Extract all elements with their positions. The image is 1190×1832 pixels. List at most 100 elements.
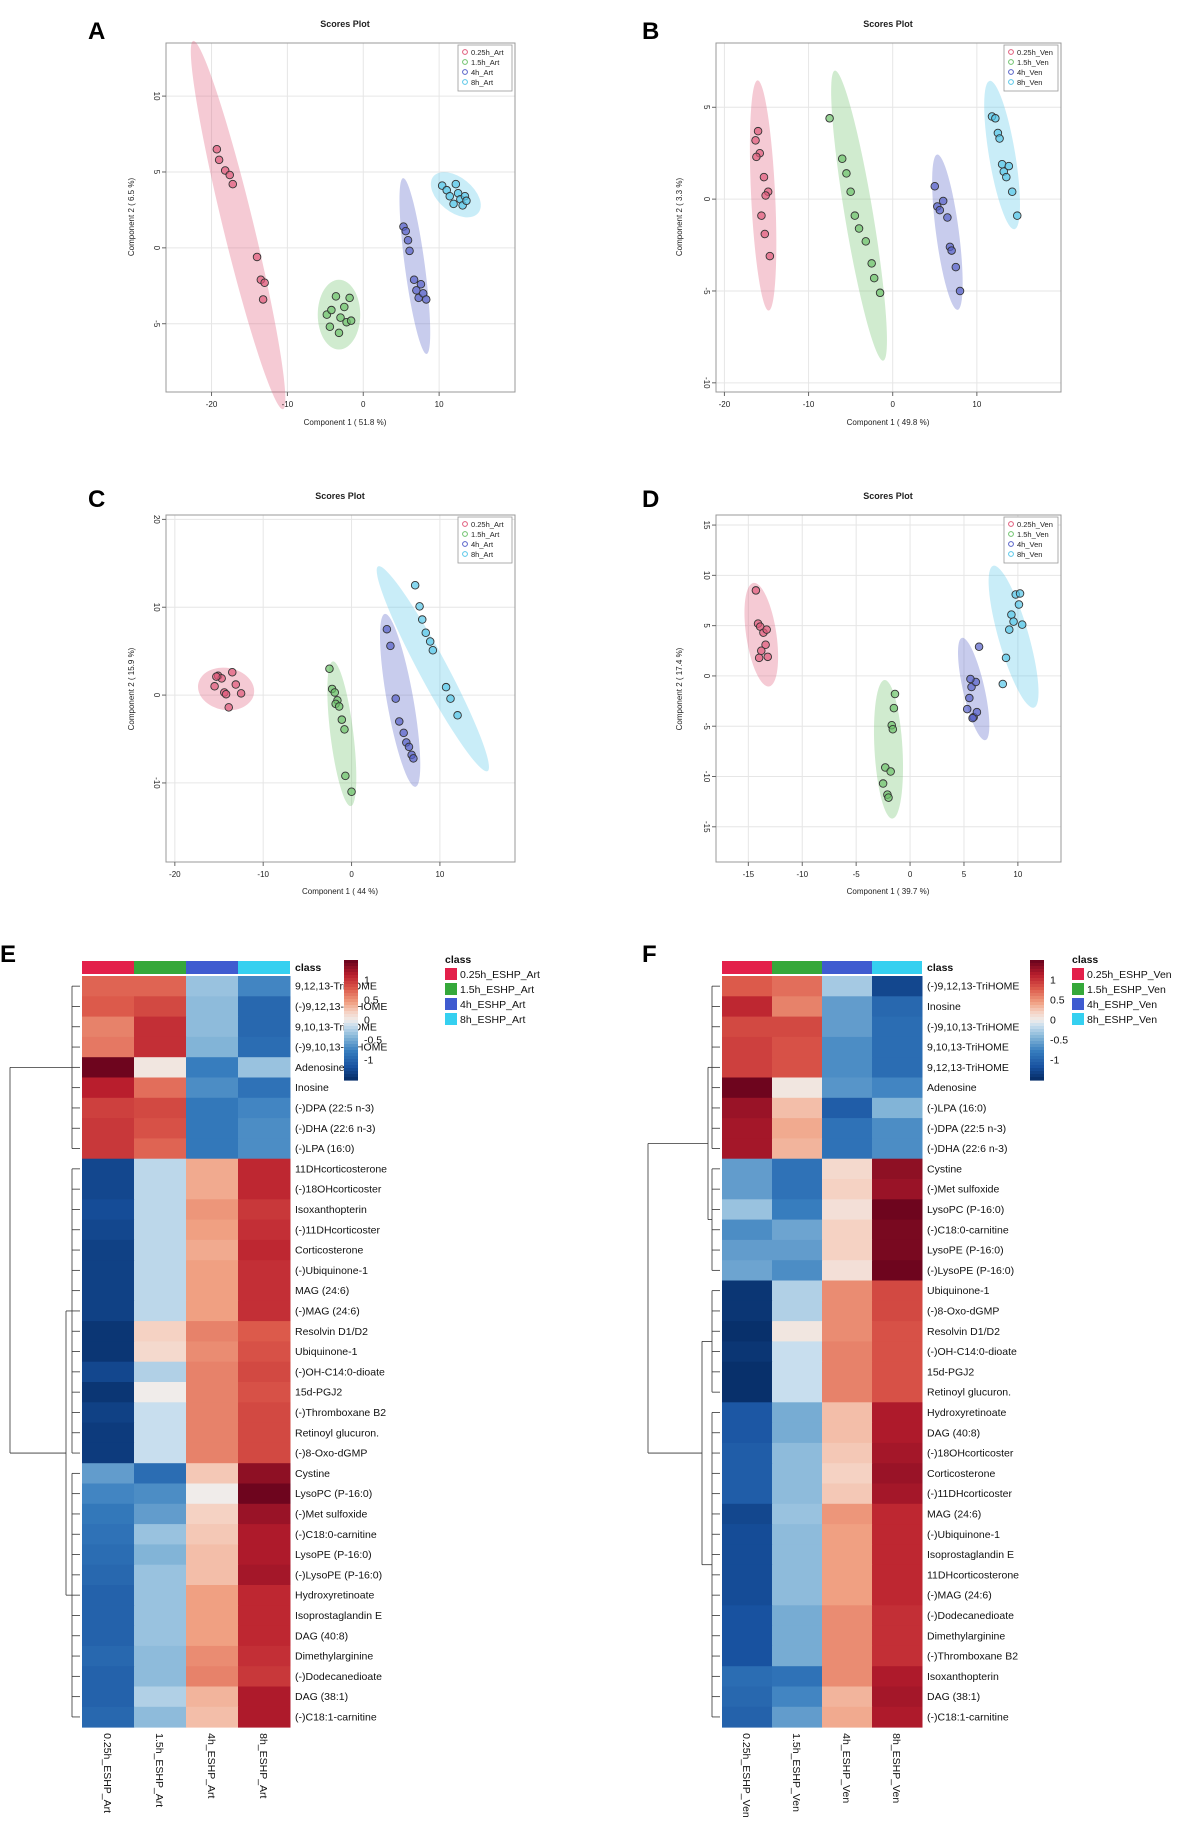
- data-point: [412, 286, 421, 295]
- row-label: (-)C18:1-carnitine: [927, 1711, 1009, 1723]
- heatmap-cell: [238, 1280, 291, 1302]
- heatmap-cell: [872, 1199, 923, 1221]
- row-label: Inosine: [295, 1082, 329, 1094]
- data-point: [409, 754, 418, 763]
- heatmap-cell: [134, 1402, 187, 1424]
- tick-label-x: -20: [169, 870, 181, 879]
- heatmap-cell: [772, 1666, 823, 1687]
- row-label: 11DHcorticosterone: [927, 1569, 1019, 1581]
- heatmap-cell: [238, 1321, 291, 1342]
- legend-marker: [1008, 531, 1014, 537]
- row-label: Retinoyl glucuron.: [927, 1387, 1011, 1399]
- data-point: [336, 313, 345, 322]
- tick-label-x: -10: [257, 870, 269, 879]
- heatmap-cell: [872, 1097, 923, 1119]
- heatmap-cell: [822, 1686, 873, 1708]
- heatmap-cell: [238, 1402, 291, 1424]
- heatmap-cell: [722, 1544, 773, 1566]
- row-label: (-)18OHcorticoster: [295, 1184, 382, 1196]
- heatmap-cell: [872, 1402, 923, 1424]
- legend-entry: 8h_Ven: [1017, 78, 1042, 87]
- data-point: [966, 674, 975, 684]
- heatmap-cell: [238, 1483, 291, 1505]
- heatmap-cell: [82, 1341, 135, 1363]
- colorbar-segment: [344, 1053, 358, 1057]
- data-point: [399, 728, 408, 738]
- heatmap-cell: [772, 1239, 823, 1261]
- heatmap-cell: [238, 1239, 291, 1261]
- heatmap-cell: [722, 1280, 773, 1302]
- heatmap-cell: [82, 1219, 135, 1241]
- heatmap-cell: [134, 1057, 187, 1078]
- colorbar-segment: [344, 1005, 358, 1009]
- heatmap-cell: [134, 1239, 187, 1261]
- colorbar-segment: [1030, 978, 1044, 982]
- heatmap-cell: [822, 1239, 873, 1261]
- heatmap-cell: [772, 1036, 823, 1058]
- row-label: Hydroxyretinoate: [927, 1407, 1007, 1419]
- heatmap-cell: [238, 1138, 291, 1160]
- heatmap-cell: [238, 1097, 291, 1119]
- legend-marker: [462, 59, 468, 65]
- heatmap-cell: [872, 1442, 923, 1464]
- legend-marker: [462, 521, 468, 527]
- colorbar-segment: [344, 1020, 358, 1024]
- data-point: [837, 154, 847, 163]
- heatmap-cell: [186, 1036, 239, 1058]
- heatmap-F: class (-)9,12,13-TriHOME Inosine (-)9,10,13…: [647, 954, 1172, 1818]
- heatmap-cell: [134, 1097, 187, 1119]
- heatmap-cell: [822, 1118, 873, 1139]
- heatmap-cell: [822, 1016, 873, 1038]
- tick-label-y: 5: [702, 105, 711, 110]
- scores-plot-D: -15 -10 -5 0 5 10 -15 -10 -5 0 5 10 15 Scores Plot Com…: [675, 491, 1062, 896]
- colorbar-tick: 0.5: [1050, 995, 1065, 1007]
- heatmap-cell: [872, 1239, 923, 1261]
- heatmap-cell: [722, 1219, 773, 1241]
- y-axis-label: Component 2 ( 17.4 %): [675, 647, 684, 730]
- colorbar-segment: [344, 990, 358, 994]
- data-point: [943, 213, 952, 222]
- heatmap-cell: [238, 996, 291, 1018]
- legend-entry: 0.25h_ESHP_Ven: [1087, 969, 1172, 981]
- heatmap-cell: [872, 1564, 923, 1586]
- colorbar-segment: [344, 1044, 358, 1048]
- heatmap-cell: [872, 1341, 923, 1363]
- data-point: [1001, 653, 1011, 663]
- colorbar-segment: [1030, 963, 1044, 967]
- heatmap-cell: [134, 1422, 187, 1444]
- colorbar-segment: [1030, 1020, 1044, 1024]
- tick-label-x: -10: [282, 400, 294, 409]
- heatmap-cell: [772, 1422, 823, 1444]
- plot-title: Scores Plot: [863, 491, 913, 501]
- row-label: (-)C18:0-carnitine: [927, 1224, 1009, 1236]
- heatmap-cell: [872, 1463, 923, 1484]
- data-point: [884, 793, 893, 802]
- legend-swatch: [1072, 1013, 1084, 1025]
- heatmap-cell: [772, 1179, 823, 1200]
- heatmap-cell: [82, 1686, 135, 1708]
- colorbar-segment: [344, 969, 358, 973]
- data-point: [1012, 211, 1022, 220]
- heatmap-cell: [722, 1016, 773, 1038]
- heatmap-cell: [722, 1564, 773, 1586]
- heatmap-cell: [134, 1463, 187, 1484]
- colorbar-segment: [1030, 1026, 1044, 1030]
- data-point: [888, 724, 898, 734]
- data-point: [258, 295, 268, 304]
- legend-marker: [462, 79, 468, 85]
- heatmap-cell: [238, 1158, 291, 1180]
- row-label: (-)Ubiquinone-1: [295, 1265, 368, 1277]
- panel-label-F: F: [642, 941, 657, 968]
- colorbar-segment: [1030, 1035, 1044, 1039]
- heatmap-cell: [186, 1382, 239, 1403]
- data-point: [761, 640, 770, 649]
- legend-marker: [462, 69, 468, 75]
- plot-title: Scores Plot: [315, 491, 365, 501]
- heatmap-cell: [822, 976, 873, 997]
- heatmap-cell: [238, 976, 291, 997]
- colorbar-segment: [344, 1017, 358, 1021]
- data-point: [751, 136, 760, 145]
- plot-frame: [165, 514, 516, 863]
- heatmap-cell: [134, 1605, 187, 1627]
- heatmap-cell: [238, 1463, 291, 1484]
